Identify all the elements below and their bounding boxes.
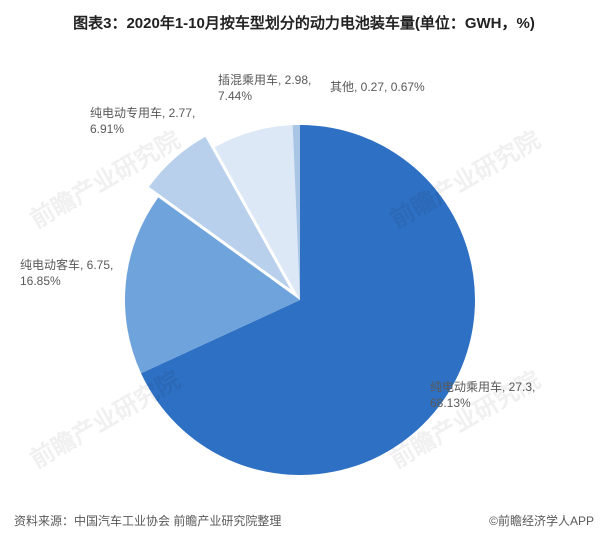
slice-label: 插混乘用车, 2.98,7.44% — [218, 73, 311, 104]
slice-label: 其他, 0.27, 0.67% — [330, 80, 425, 96]
source-footnote: 资料来源：中国汽车工业协会 前瞻产业研究院整理 — [14, 512, 281, 529]
slice-label: 纯电动乘用车, 27.3,68.13% — [430, 380, 535, 411]
slice-label: 纯电动客车, 6.75,16.85% — [20, 258, 113, 289]
brand-footnote: ©前瞻经济学人APP — [489, 512, 594, 529]
slice-label: 纯电动专用车, 2.77,6.91% — [90, 106, 195, 137]
